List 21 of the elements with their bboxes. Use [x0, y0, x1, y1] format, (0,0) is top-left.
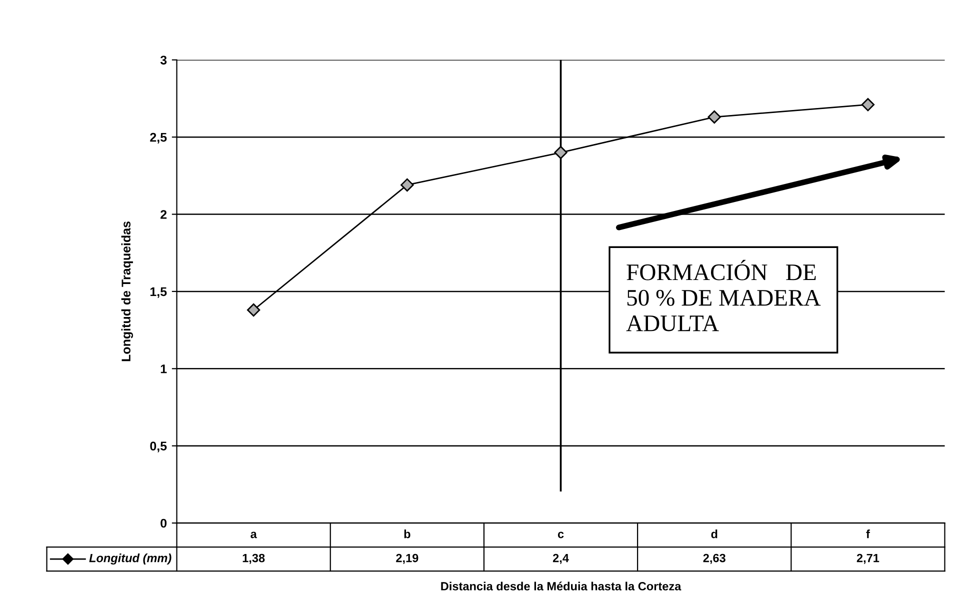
data-label: 2,71 — [856, 554, 880, 564]
y-tick-label: 0,5 — [150, 442, 167, 452]
annotation: FORMACIÓN DE 50 % DE MADERA ADULTA — [626, 260, 821, 332]
data-label: 2,19 — [396, 554, 418, 564]
legend-label: Longitud (mm) — [89, 554, 172, 565]
y-tick-label: 3 — [160, 56, 167, 65]
x-axis-title: Distancia desde la Méduia hasta la Corteza — [441, 582, 682, 590]
x-tick-label: c — [558, 532, 564, 538]
y-tick-label: 2,5 — [150, 132, 167, 144]
x-tick-label: b — [404, 530, 410, 538]
data-label: 2,63 — [703, 554, 726, 564]
data-label: 2,4 — [552, 554, 569, 564]
y-tick-label: 0 — [160, 518, 167, 528]
x-tick-label: f — [866, 530, 870, 538]
y-tick-label: 1 — [160, 364, 167, 374]
data-label: 1,38 — [242, 554, 265, 564]
y-axis-title: Longitud de Traqueidas — [121, 221, 134, 362]
x-tick-label: a — [250, 532, 257, 538]
y-tick-label: 1,5 — [150, 287, 167, 298]
y-tick-label: 2 — [160, 210, 167, 219]
x-tick-label: d — [711, 530, 718, 538]
